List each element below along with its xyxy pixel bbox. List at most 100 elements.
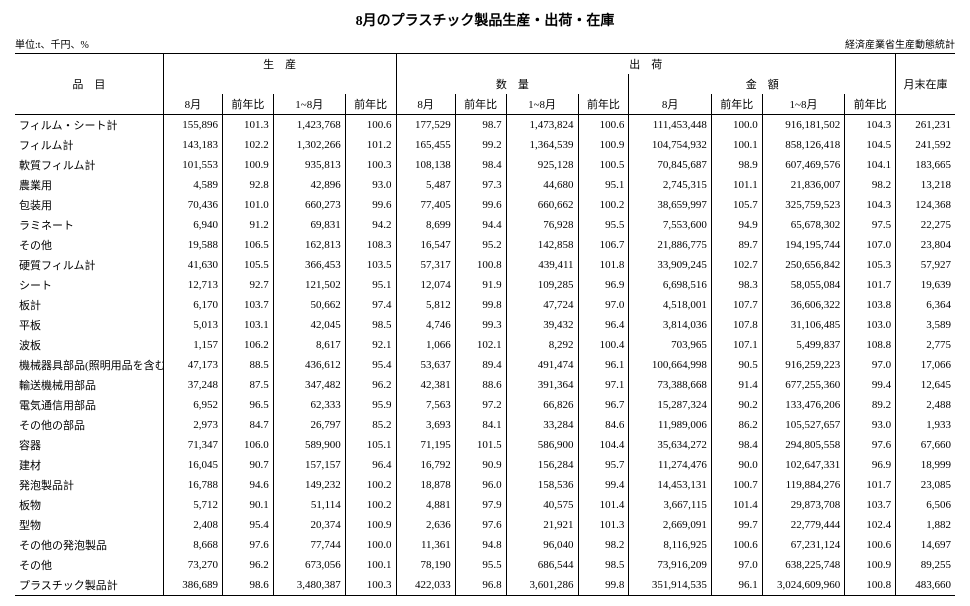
table-row: 硬質フィルム計41,630105.5366,453103.557,317100.… [15, 255, 955, 275]
cell: 23,804 [896, 235, 955, 255]
cell: 1,882 [896, 515, 955, 535]
cell: 102.2 [222, 135, 273, 155]
cell: 6,506 [896, 495, 955, 515]
col-v-yoy: 前年比 [711, 94, 762, 115]
table-header: 品 目 生 産 出 荷 月末在庫 数 量 金 額 8月 前年比 1~8月 前年比… [15, 54, 955, 115]
cell: 98.5 [345, 315, 396, 335]
cell: 15,287,324 [629, 395, 712, 415]
cell: 165,455 [396, 135, 455, 155]
cell: 94.6 [222, 475, 273, 495]
cell: 106.0 [222, 435, 273, 455]
cell: 95.7 [578, 455, 629, 475]
cell: 104.4 [578, 435, 629, 455]
cell: 22,779,444 [762, 515, 845, 535]
cell: 660,662 [506, 195, 578, 215]
row-label: 発泡製品計 [15, 475, 163, 495]
cell: 483,660 [896, 575, 955, 596]
cell: 97.3 [455, 175, 506, 195]
cell: 1,473,824 [506, 115, 578, 136]
cell: 98.6 [222, 575, 273, 596]
cell: 589,900 [273, 435, 345, 455]
cell: 107.0 [845, 235, 896, 255]
cell: 65,678,302 [762, 215, 845, 235]
table-row: 板計6,170103.750,66297.45,81299.847,72497.… [15, 295, 955, 315]
table-row: 軟質フィルム計101,553100.9935,813100.3108,13898… [15, 155, 955, 175]
unit-label: 単位:t、千円、% [15, 36, 89, 51]
cell: 101.8 [578, 255, 629, 275]
cell: 88.5 [222, 355, 273, 375]
cell: 11,274,476 [629, 455, 712, 475]
cell: 89,255 [896, 555, 955, 575]
cell: 103.0 [845, 315, 896, 335]
cell: 67,231,124 [762, 535, 845, 555]
cell: 101.2 [345, 135, 396, 155]
cell: 86.2 [711, 415, 762, 435]
cell: 101.4 [711, 495, 762, 515]
cell: 100.8 [455, 255, 506, 275]
cell: 103.7 [845, 495, 896, 515]
cell: 42,896 [273, 175, 345, 195]
cell: 36,606,322 [762, 295, 845, 315]
table-row: 輸送機械用部品37,24887.5347,48296.242,38188.639… [15, 375, 955, 395]
cell: 42,381 [396, 375, 455, 395]
row-label: 板計 [15, 295, 163, 315]
cell: 91.9 [455, 275, 506, 295]
table-row: その他73,27096.2673,056100.178,19095.5686,5… [15, 555, 955, 575]
col-v-aug: 8月 [629, 94, 712, 115]
cell: 97.6 [222, 535, 273, 555]
cell: 5,712 [163, 495, 222, 515]
cell: 16,792 [396, 455, 455, 475]
cell: 95.5 [455, 555, 506, 575]
cell: 105.3 [845, 255, 896, 275]
cell: 62,333 [273, 395, 345, 415]
cell: 96,040 [506, 535, 578, 555]
cell: 100.5 [578, 155, 629, 175]
cell: 100.2 [345, 495, 396, 515]
cell: 98.3 [711, 275, 762, 295]
cell: 94.8 [455, 535, 506, 555]
cell: 57,927 [896, 255, 955, 275]
cell: 90.5 [711, 355, 762, 375]
cell: 103.5 [345, 255, 396, 275]
cell: 101,553 [163, 155, 222, 175]
cell: 39,432 [506, 315, 578, 335]
cell: 33,284 [506, 415, 578, 435]
cell: 111,453,448 [629, 115, 712, 136]
cell: 100.9 [345, 515, 396, 535]
cell: 2,973 [163, 415, 222, 435]
cell: 97.4 [345, 295, 396, 315]
cell: 108.3 [345, 235, 396, 255]
cell: 100.1 [345, 555, 396, 575]
cell: 101.3 [222, 115, 273, 136]
cell: 3,480,387 [273, 575, 345, 596]
cell: 11,361 [396, 535, 455, 555]
cell: 96.0 [455, 475, 506, 495]
cell: 6,698,516 [629, 275, 712, 295]
cell: 3,693 [396, 415, 455, 435]
row-label: プラスチック製品計 [15, 575, 163, 596]
cell: 100.6 [711, 535, 762, 555]
cell: 99.8 [578, 575, 629, 596]
cell: 94.4 [455, 215, 506, 235]
cell: 95.4 [222, 515, 273, 535]
cell: 90.2 [711, 395, 762, 415]
cell: 97.0 [711, 555, 762, 575]
cell: 57,317 [396, 255, 455, 275]
cell: 119,884,276 [762, 475, 845, 495]
cell: 8,116,925 [629, 535, 712, 555]
row-label: 機械器具部品(照明用品を含む)計 [15, 355, 163, 375]
cell: 101.7 [845, 475, 896, 495]
cell: 106.5 [222, 235, 273, 255]
cell: 18,999 [896, 455, 955, 475]
cell: 33,909,245 [629, 255, 712, 275]
cell: 96.1 [711, 575, 762, 596]
cell: 100.1 [711, 135, 762, 155]
table-body: フィルム・シート計155,896101.31,423,768100.6177,5… [15, 115, 955, 596]
cell: 104.1 [845, 155, 896, 175]
source-label: 経済産業省生産動態統計 [845, 36, 955, 51]
cell: 92.1 [345, 335, 396, 355]
cell: 98.4 [711, 435, 762, 455]
cell: 78,190 [396, 555, 455, 575]
cell: 90.7 [222, 455, 273, 475]
cell: 162,813 [273, 235, 345, 255]
